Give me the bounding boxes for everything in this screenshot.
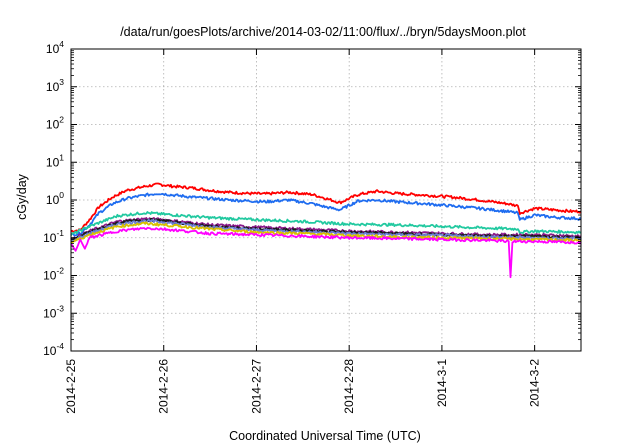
y-tick-label: 102: [46, 115, 64, 132]
y-tick-label: 101: [46, 152, 64, 169]
x-tick-label: 2014-2-27: [249, 359, 263, 414]
y-tick-label: 10-1: [43, 228, 64, 245]
series-line-7: [70, 226, 582, 279]
y-tick-label: 100: [46, 190, 64, 207]
y-tick-label: 10-4: [43, 341, 64, 358]
series-line-0: [70, 182, 582, 233]
x-tick-label: 2014-2-26: [157, 359, 171, 414]
chart-title: /data/run/goesPlots/archive/2014-03-02/1…: [120, 25, 526, 39]
y-tick-label: 10-3: [43, 303, 64, 320]
x-tick-label: 2014-3-2: [528, 359, 542, 407]
series-layer: [70, 182, 582, 279]
x-tick-label: 2014-3-1: [435, 359, 449, 407]
series-line-2: [70, 211, 582, 236]
y-tick-label: 103: [46, 77, 64, 94]
series-line-5: [70, 218, 582, 242]
x-tick-label: 2014-2-28: [342, 359, 356, 414]
y-tick-label: 10-2: [43, 266, 64, 283]
y-axis-label: cGy/day: [15, 173, 29, 220]
x-axis-label: Coordinated Universal Time (UTC): [229, 429, 421, 443]
series-line-1: [70, 192, 582, 237]
axis-layer: 10-4 10-3 10-2 10-1 100 101 102 103 104 2014-2-25…: [43, 39, 581, 414]
y-tick-label: 104: [46, 39, 64, 56]
x-tick-label: 2014-2-25: [64, 359, 78, 414]
